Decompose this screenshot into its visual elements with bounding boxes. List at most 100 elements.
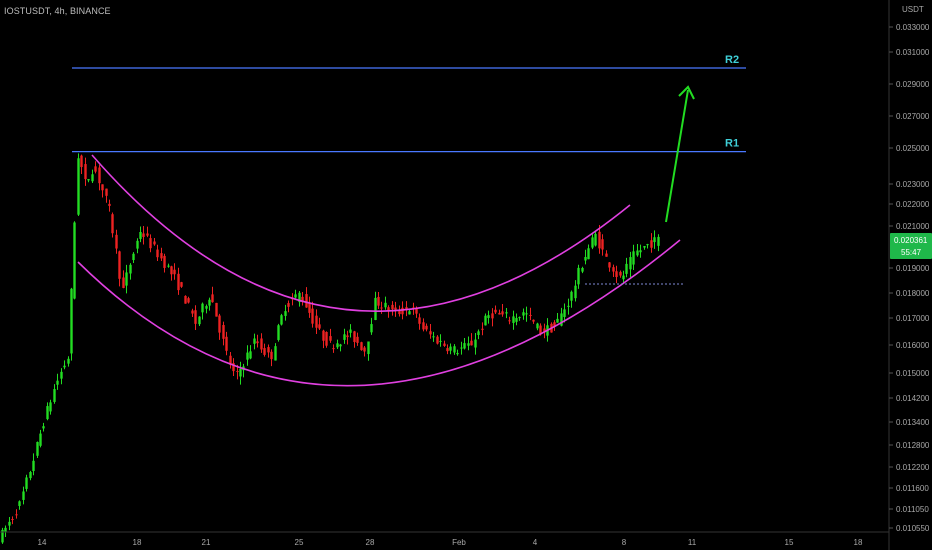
- level-label-r1: R1: [725, 138, 739, 150]
- candle-body: [46, 406, 49, 420]
- candle-body: [139, 232, 142, 239]
- price-tick-label: 0.010550: [896, 524, 930, 533]
- candle-body: [336, 343, 339, 348]
- candle-body: [149, 238, 152, 249]
- candle-body: [374, 297, 377, 321]
- candle-body: [401, 307, 404, 315]
- candle-body: [477, 331, 480, 335]
- candle-body: [98, 167, 101, 184]
- candle-body: [156, 249, 159, 258]
- candle-body: [125, 272, 128, 286]
- candle-body: [657, 236, 660, 246]
- candle-body: [211, 294, 214, 303]
- candle-body: [625, 263, 628, 274]
- candle-body: [529, 315, 532, 317]
- candle-body: [449, 346, 452, 351]
- arrow-shaft: [665, 89, 689, 223]
- candle-body: [632, 251, 635, 265]
- candle-body: [270, 351, 273, 360]
- candle-body: [574, 285, 577, 299]
- candle-body: [301, 296, 304, 301]
- candle-body: [429, 331, 432, 335]
- candle-body: [201, 303, 204, 313]
- candle-body: [329, 336, 332, 341]
- candle-body: [643, 246, 646, 248]
- candle-body: [305, 294, 308, 308]
- candle-body: [53, 389, 56, 402]
- candle-body: [553, 322, 556, 327]
- candle-body: [518, 317, 521, 319]
- time-tick-label: 18: [854, 538, 863, 547]
- candle-body: [601, 239, 604, 250]
- channel-upper-curve: [91, 154, 631, 312]
- candle-body: [460, 347, 463, 349]
- candle-body: [118, 251, 121, 279]
- price-tick-label: 0.011600: [896, 484, 929, 493]
- candle-body: [339, 344, 342, 347]
- candle-body: [418, 317, 421, 324]
- candle-countdown: 55:47: [901, 248, 922, 257]
- candle-body: [249, 351, 252, 359]
- time-tick-label: 4: [533, 538, 538, 547]
- candle-body: [591, 237, 594, 248]
- candle-body: [363, 347, 366, 352]
- price-tick-label: 0.016000: [896, 341, 930, 350]
- candle-body: [287, 303, 290, 307]
- price-tick-label: 0.031000: [896, 48, 930, 57]
- channel-lower-curve: [77, 239, 681, 387]
- candle-body: [349, 329, 352, 333]
- candle-body: [370, 324, 373, 333]
- candle-body: [129, 264, 132, 274]
- candle-body: [587, 248, 590, 260]
- candle-body: [70, 288, 73, 354]
- candle-body: [146, 233, 149, 236]
- price-tick-label: 0.021000: [896, 222, 930, 231]
- candle-body: [498, 312, 501, 315]
- candle-body: [77, 158, 80, 215]
- candle-body: [536, 323, 539, 329]
- time-tick-label: 11: [688, 538, 697, 547]
- candle-body: [215, 302, 218, 317]
- candle-body: [570, 291, 573, 301]
- candle-body: [22, 491, 25, 500]
- candle-body: [532, 319, 535, 322]
- timeframe: 4h: [54, 6, 65, 16]
- candle-body: [177, 273, 180, 291]
- chart-header: IOSTUSDT, 4h, BINANCE: [4, 6, 111, 16]
- candle-body: [612, 267, 615, 272]
- price-axis[interactable]: USDT 0.033000 0.031000 0.029000 0.027000 0.0…: [888, 0, 930, 550]
- projection-arrow: [665, 85, 695, 223]
- candle-body: [394, 307, 397, 310]
- candle-body: [80, 155, 83, 168]
- time-tick-label: 8: [622, 538, 627, 547]
- price-tick-label: 0.012800: [896, 441, 930, 450]
- candle-body: [456, 352, 459, 355]
- candle-body: [205, 306, 208, 309]
- candle-body: [356, 336, 359, 343]
- candle-body: [653, 237, 656, 243]
- price-tick-label: 0.011050: [896, 505, 929, 514]
- time-axis[interactable]: 14 18 21 25 28 Feb 4 8 11 15 18: [0, 531, 889, 547]
- candle-body: [311, 308, 314, 324]
- price-tick-label: 0.015000: [896, 369, 930, 378]
- candle-body: [543, 328, 546, 333]
- candle-body: [232, 363, 235, 372]
- candle-body: [615, 271, 618, 277]
- candle-body: [581, 267, 584, 272]
- time-tick-label: 14: [38, 538, 47, 547]
- candle-body: [253, 338, 256, 344]
- candle-body: [277, 325, 280, 340]
- candle-body: [142, 233, 145, 237]
- candle-body: [439, 340, 442, 342]
- candle-body: [501, 311, 504, 315]
- level-label-r2: R2: [725, 54, 739, 66]
- candle-body: [512, 316, 515, 323]
- resistance-levels: R2 R1: [72, 54, 746, 153]
- time-tick-label: Feb: [452, 538, 466, 547]
- price-tick-label: 0.017000: [896, 314, 930, 323]
- candle-body: [180, 282, 183, 287]
- candle-body: [198, 316, 201, 325]
- candle-body: [346, 335, 349, 338]
